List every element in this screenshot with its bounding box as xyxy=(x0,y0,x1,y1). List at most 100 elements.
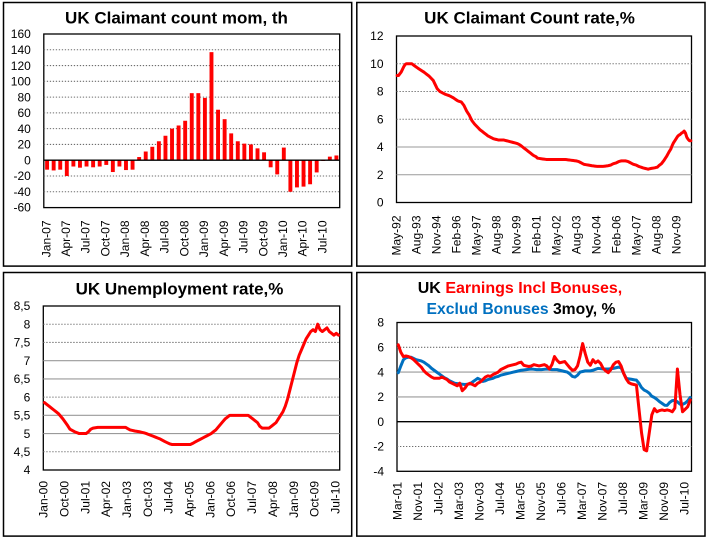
svg-text:5: 5 xyxy=(24,427,31,441)
svg-text:Nov-09: Nov-09 xyxy=(670,215,684,254)
svg-text:Jul-01: Jul-01 xyxy=(78,481,92,514)
svg-text:Oct-09: Oct-09 xyxy=(308,481,322,517)
svg-text:Oct-03: Oct-03 xyxy=(141,481,155,517)
svg-text:-20: -20 xyxy=(13,169,31,183)
svg-text:Jan-07: Jan-07 xyxy=(39,220,53,257)
svg-text:May-07: May-07 xyxy=(630,215,644,255)
svg-text:8,5: 8,5 xyxy=(14,299,31,313)
svg-text:Aug-98: Aug-98 xyxy=(489,215,503,254)
svg-text:Jul-08: Jul-08 xyxy=(158,220,172,253)
svg-text:Oct-07: Oct-07 xyxy=(98,220,112,256)
svg-text:Jan-06: Jan-06 xyxy=(203,481,217,518)
svg-text:Jul-04: Jul-04 xyxy=(493,482,507,515)
svg-text:6,5: 6,5 xyxy=(14,372,31,386)
svg-text:Feb-06: Feb-06 xyxy=(610,215,624,253)
svg-text:Apr-10: Apr-10 xyxy=(296,220,310,256)
svg-text:Jul-10: Jul-10 xyxy=(677,482,691,515)
svg-text:Nov-05: Nov-05 xyxy=(534,482,548,521)
svg-text:UK Unemployment rate,%: UK Unemployment rate,% xyxy=(76,279,284,298)
svg-text:4: 4 xyxy=(377,365,384,379)
svg-text:60: 60 xyxy=(17,106,31,120)
svg-text:Jul-08: Jul-08 xyxy=(616,482,630,515)
svg-text:-60: -60 xyxy=(13,201,31,215)
svg-text:UK Earnings Incl Bonuses,: UK Earnings Incl Bonuses, xyxy=(418,280,623,297)
svg-text:Oct-00: Oct-00 xyxy=(58,481,72,517)
svg-text:Nov-03: Nov-03 xyxy=(472,482,486,521)
svg-text:May-92: May-92 xyxy=(389,215,403,255)
svg-text:5,5: 5,5 xyxy=(14,409,31,423)
svg-text:10: 10 xyxy=(370,57,384,71)
svg-text:6: 6 xyxy=(24,390,31,404)
svg-text:Mar-01: Mar-01 xyxy=(390,482,404,520)
svg-text:4,5: 4,5 xyxy=(14,445,31,459)
svg-text:Jan-00: Jan-00 xyxy=(37,481,51,518)
svg-text:Nov-09: Nov-09 xyxy=(657,482,671,521)
svg-text:-2: -2 xyxy=(373,440,384,454)
svg-text:Nov-94: Nov-94 xyxy=(429,215,443,254)
svg-text:8: 8 xyxy=(24,317,31,331)
svg-text:80: 80 xyxy=(17,90,31,104)
svg-text:May-02: May-02 xyxy=(550,215,564,255)
svg-text:8: 8 xyxy=(377,316,384,330)
svg-text:0: 0 xyxy=(24,153,31,167)
svg-text:Aug-93: Aug-93 xyxy=(409,215,423,254)
svg-text:Aug-03: Aug-03 xyxy=(570,215,584,254)
svg-text:Apr-07: Apr-07 xyxy=(59,220,73,256)
svg-text:Nov-07: Nov-07 xyxy=(595,482,609,521)
svg-text:0: 0 xyxy=(377,196,384,210)
svg-text:Jul-02: Jul-02 xyxy=(431,482,445,515)
svg-text:Apr-05: Apr-05 xyxy=(183,481,197,517)
svg-text:6: 6 xyxy=(377,341,384,355)
svg-text:20: 20 xyxy=(17,138,31,152)
svg-text:7,5: 7,5 xyxy=(14,336,31,350)
svg-text:120: 120 xyxy=(11,59,31,73)
svg-text:4: 4 xyxy=(24,463,31,477)
svg-text:12: 12 xyxy=(370,29,384,43)
svg-text:Jul-07: Jul-07 xyxy=(245,481,259,514)
svg-text:Aug-08: Aug-08 xyxy=(650,215,664,254)
svg-text:Apr-09: Apr-09 xyxy=(217,220,231,256)
svg-text:7: 7 xyxy=(24,354,31,368)
svg-text:Apr-02: Apr-02 xyxy=(99,481,113,517)
svg-text:Nov-04: Nov-04 xyxy=(590,215,604,254)
svg-text:Jan-10: Jan-10 xyxy=(276,220,290,257)
svg-text:4: 4 xyxy=(377,140,384,154)
svg-text:Jul-10: Jul-10 xyxy=(315,220,329,253)
svg-text:Feb-01: Feb-01 xyxy=(530,215,544,253)
svg-text:Jul-09: Jul-09 xyxy=(237,220,251,253)
svg-text:2: 2 xyxy=(377,390,384,404)
svg-text:Oct-06: Oct-06 xyxy=(224,481,238,517)
svg-text:Mar-03: Mar-03 xyxy=(452,482,466,520)
svg-text:Jul-07: Jul-07 xyxy=(79,220,93,253)
svg-text:May-97: May-97 xyxy=(469,215,483,255)
svg-text:Apr-08: Apr-08 xyxy=(266,481,280,517)
svg-text:Oct-08: Oct-08 xyxy=(177,220,191,256)
svg-text:Nov-99: Nov-99 xyxy=(510,215,524,254)
svg-text:100: 100 xyxy=(11,75,31,89)
svg-text:Jul-04: Jul-04 xyxy=(162,481,176,514)
svg-text:Exclud Bonuses 3moy, %: Exclud Bonuses 3moy, % xyxy=(427,301,616,318)
svg-text:40: 40 xyxy=(17,122,31,136)
svg-text:UK Claimant Count rate,%: UK Claimant Count rate,% xyxy=(424,9,635,28)
svg-text:2: 2 xyxy=(377,168,384,182)
svg-text:Mar-05: Mar-05 xyxy=(513,482,527,520)
svg-text:Mar-09: Mar-09 xyxy=(636,482,650,520)
svg-text:Jan-09: Jan-09 xyxy=(197,220,211,257)
svg-text:0: 0 xyxy=(377,415,384,429)
svg-text:140: 140 xyxy=(11,43,31,57)
svg-text:Oct-09: Oct-09 xyxy=(256,220,270,256)
svg-text:Mar-07: Mar-07 xyxy=(575,482,589,520)
svg-text:Jan-03: Jan-03 xyxy=(120,481,134,518)
svg-text:Apr-08: Apr-08 xyxy=(138,220,152,256)
svg-text:Jan-08: Jan-08 xyxy=(118,220,132,257)
svg-text:Jan-09: Jan-09 xyxy=(287,481,301,518)
svg-text:Jul-06: Jul-06 xyxy=(554,482,568,515)
svg-text:160: 160 xyxy=(11,27,31,41)
svg-text:-40: -40 xyxy=(13,185,31,199)
svg-text:Jul-10: Jul-10 xyxy=(328,481,342,514)
svg-text:UK Claimant count mom, th: UK Claimant count mom, th xyxy=(65,9,288,28)
svg-text:6: 6 xyxy=(377,112,384,126)
svg-text:Nov-01: Nov-01 xyxy=(411,482,425,521)
svg-text:Feb-96: Feb-96 xyxy=(449,215,463,253)
svg-text:-4: -4 xyxy=(373,465,384,479)
